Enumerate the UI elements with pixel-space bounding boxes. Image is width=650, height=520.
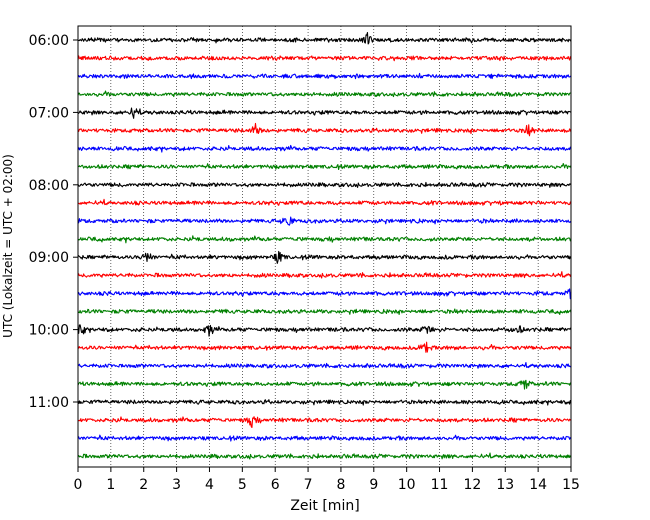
trace-line [77,31,572,45]
x-axis: 0 1 2 3 4 5 6 7 8 9 10 11 12 13 14 15 [74,467,580,493]
trace-line [77,399,572,406]
x-tick-label: 1 [106,477,115,493]
x-tick-label: 12 [463,477,481,493]
x-tick-label: 11 [431,477,449,493]
x-tick-label: 4 [205,477,214,493]
x-tick-label: 8 [336,477,345,493]
trace-line [77,308,572,316]
y-tick-label: 08:00 [29,178,69,194]
trace-line [77,122,572,137]
trace-line [77,452,572,460]
x-tick-label: 2 [139,477,148,493]
trace-line [78,250,572,264]
trace-line [77,107,572,119]
trace-line [77,198,572,206]
trace-line [77,162,572,171]
x-tick-label: 10 [398,477,416,493]
seismogram-traces [77,31,572,460]
trace-line [77,288,572,300]
x-tick-label: 9 [369,477,378,493]
y-axis: 06:00 07:00 08:00 09:00 10:00 11:00 [29,33,78,411]
trace-line [77,416,572,429]
trace-line [77,362,572,369]
y-tick-label: 10:00 [29,323,69,339]
trace-line [77,181,572,188]
trace-line [77,271,572,279]
x-tick-label: 7 [304,477,313,493]
trace-line [77,55,572,62]
y-tick-label: 11:00 [29,395,69,411]
y-tick-label: 06:00 [29,33,69,49]
trace-line [77,72,572,80]
x-tick-label: 3 [172,477,181,493]
trace-line [77,216,572,226]
trace-line [77,434,572,442]
x-tick-label: 0 [74,477,83,493]
trace-line [77,324,572,337]
trace-line [77,235,572,244]
trace-line [77,341,572,353]
y-tick-label: 09:00 [29,250,69,266]
y-tick-label: 07:00 [29,105,69,121]
x-tick-label: 6 [271,477,280,493]
x-axis-label: Zeit [min] [290,498,359,514]
x-tick-label: 15 [562,477,580,493]
trace-line [77,144,572,153]
x-tick-label: 5 [238,477,247,493]
x-tick-label: 14 [529,477,547,493]
y-axis-label: UTC (Lokalzeit = UTC + 02:00) [1,154,15,338]
x-tick-label: 13 [496,477,514,493]
trace-line [77,90,572,98]
trace-line [77,379,572,390]
plot-frame [77,25,572,468]
